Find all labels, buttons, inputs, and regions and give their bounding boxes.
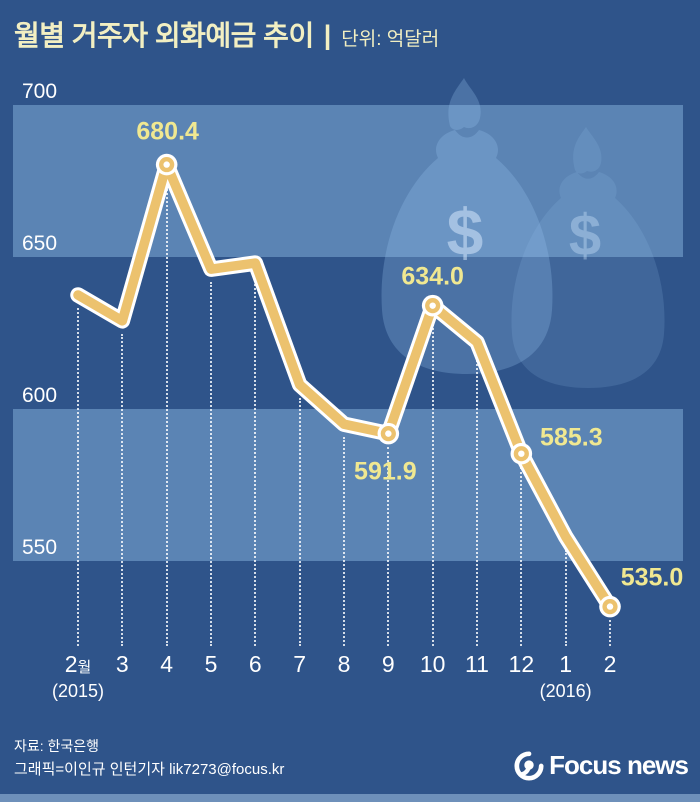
data-point-label: 535.0 [620,563,684,592]
dotted-gridline [77,308,79,646]
x-axis-tick-label: 1 [559,651,573,677]
grid-band [13,105,683,257]
credit-text: 그래픽=이인규 인턴기자 lik7273@focus.kr [14,761,285,778]
dotted-gridline [520,466,523,646]
dollar-sign: $ [569,203,601,268]
data-point-label: 585.3 [540,423,603,452]
dotted-gridline [609,619,611,646]
x-axis-tick-label: 8 [337,651,351,677]
x-axis-tick-label: 4 [160,651,174,677]
focus-news-logo-text: Focus news [549,750,689,780]
trend-line [73,159,615,612]
bottom-accent-strip [0,794,700,802]
dotted-gridline [387,446,390,646]
source-text: 자료: 한국은행 [14,738,100,754]
y-axis-tick-label: 550 [22,536,58,559]
data-point-marker [518,450,525,457]
y-axis-tick-label: 700 [22,80,58,103]
title-divider: | [323,20,332,50]
x-axis-tick-label: 2월 [65,651,92,678]
dotted-gridline [121,333,124,646]
x-axis-tick-label: 3 [115,651,129,677]
data-point-marker [606,603,614,610]
x-axis-tick-label: 6 [248,651,262,677]
dotted-gridline [476,355,478,646]
data-point-label: 634.0 [401,262,464,291]
page-title: 월별 거주자 외화예금 추이 [14,20,314,51]
data-point-label: 591.9 [354,457,417,486]
month-number: 2 [64,651,78,677]
x-axis-tick-label: 12 [508,651,535,677]
focus-news-icon [514,750,544,780]
x-axis-year-label: (2016) [539,681,592,701]
dotted-gridline [564,549,567,646]
data-point-label: 680.4 [136,117,199,146]
y-axis-tick-label: 650 [22,232,58,255]
trend-line-outline [70,156,618,615]
x-axis-tick-label: 5 [204,651,218,677]
money-bag-icon: $ [511,127,665,388]
data-point-marker [385,430,392,437]
dotted-gridline [165,177,168,646]
y-axis-tick-label: 600 [22,384,58,407]
x-axis-year-label: (2015) [51,681,105,701]
x-axis-tick-label: 11 [465,651,489,677]
unit-label: 단위: 억달러 [341,29,440,50]
x-axis-tick-label: 2 [603,651,617,677]
data-point-marker [163,161,170,168]
header: 월별 거주자 외화예금 추이 | 단위: 억달러 [14,14,439,54]
dotted-gridline [298,397,301,646]
focus-news-logo: Focus news [514,750,689,781]
dotted-gridline [343,437,345,646]
dotted-gridline [431,318,434,646]
x-axis-tick-label: 9 [381,651,395,677]
data-point-marker [429,302,436,309]
x-axis-tick-label: 10 [419,651,446,677]
x-axis-tick-label: 7 [293,651,307,677]
dollar-sign: $ [447,195,484,269]
dotted-gridline [254,276,257,646]
month-suffix: 월 [77,659,92,676]
dotted-gridline [210,282,212,646]
